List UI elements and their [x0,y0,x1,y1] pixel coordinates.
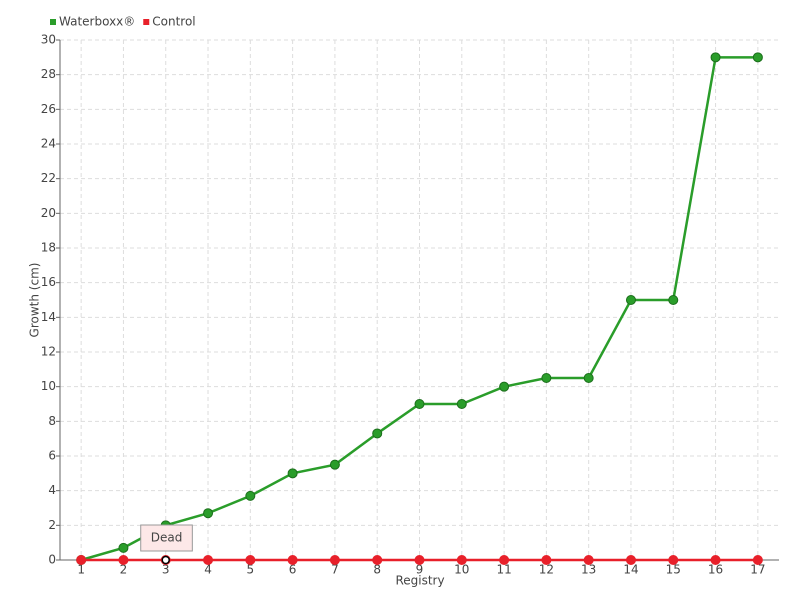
data-point [414,399,425,409]
x-axis-label: Registry [395,574,444,588]
data-point [541,373,552,383]
legend-swatch [50,19,56,25]
y-tick-label: 28 [41,67,56,81]
y-tick-label: 10 [41,379,56,393]
data-point [668,555,679,565]
y-tick-label: 2 [48,518,56,532]
x-tick-label: 2 [120,563,128,577]
y-tick-label: 24 [41,137,56,151]
data-point [245,490,256,501]
x-tick-label: 15 [666,563,681,577]
legend-swatch [143,19,150,25]
x-tick-label: 13 [581,563,596,577]
data-point [583,555,594,565]
data-point [203,555,214,565]
x-tick-label: 5 [247,563,255,577]
data-point [752,52,763,63]
annotation-box [140,524,193,552]
y-tick-label: 0 [48,553,56,567]
y-tick-label: 8 [48,414,56,428]
x-tick-label: 7 [331,563,339,577]
data-point [287,468,298,479]
data-point [372,555,383,565]
data-point [625,295,636,305]
data-point [118,542,129,553]
y-tick-label: 18 [41,241,56,255]
x-tick-label: 6 [289,563,297,577]
y-tick-label: 14 [41,310,56,324]
legend-label: Waterboxx® [59,15,135,29]
x-tick-label: 1 [77,563,85,577]
x-tick-label: 16 [708,563,723,577]
x-tick-label: 17 [750,563,765,577]
data-point [414,555,425,565]
x-tick-label: 4 [204,563,212,577]
x-tick-label: 3 [162,563,170,577]
data-point [245,555,256,565]
y-tick-label: 30 [41,33,56,47]
x-tick-label: 12 [539,563,554,577]
data-point [583,373,594,383]
data-point [625,555,636,565]
legend-label: Control [152,15,195,29]
data-point [287,555,298,565]
data-point [329,459,340,470]
data-point [710,555,721,565]
data-point [329,555,340,565]
x-tick-label: 11 [496,563,511,577]
x-tick-label: 10 [454,563,469,577]
y-axis-label: Growth (cm) [28,263,42,338]
x-tick-label: 14 [623,563,638,577]
y-tick-label: 20 [41,206,56,220]
data-point [456,399,467,409]
data-point [76,555,87,565]
y-tick-label: 26 [41,102,56,116]
data-point [372,428,383,439]
y-tick-label: 12 [41,345,56,359]
y-tick-label: 22 [41,171,56,185]
y-tick-label: 6 [48,449,56,463]
x-tick-label: 9 [416,563,424,577]
data-point [499,381,510,392]
data-point [541,555,552,565]
data-point [710,52,721,63]
data-point [668,295,679,305]
y-tick-label: 16 [41,275,56,289]
data-point [203,508,214,519]
data-point [118,555,129,565]
y-tick-label: 4 [48,483,56,497]
annotated-point [161,555,170,565]
annotation-text: Dead [151,531,183,545]
x-tick-label: 8 [373,563,381,577]
data-point [752,555,763,565]
data-point [456,555,467,565]
data-point [499,555,510,565]
